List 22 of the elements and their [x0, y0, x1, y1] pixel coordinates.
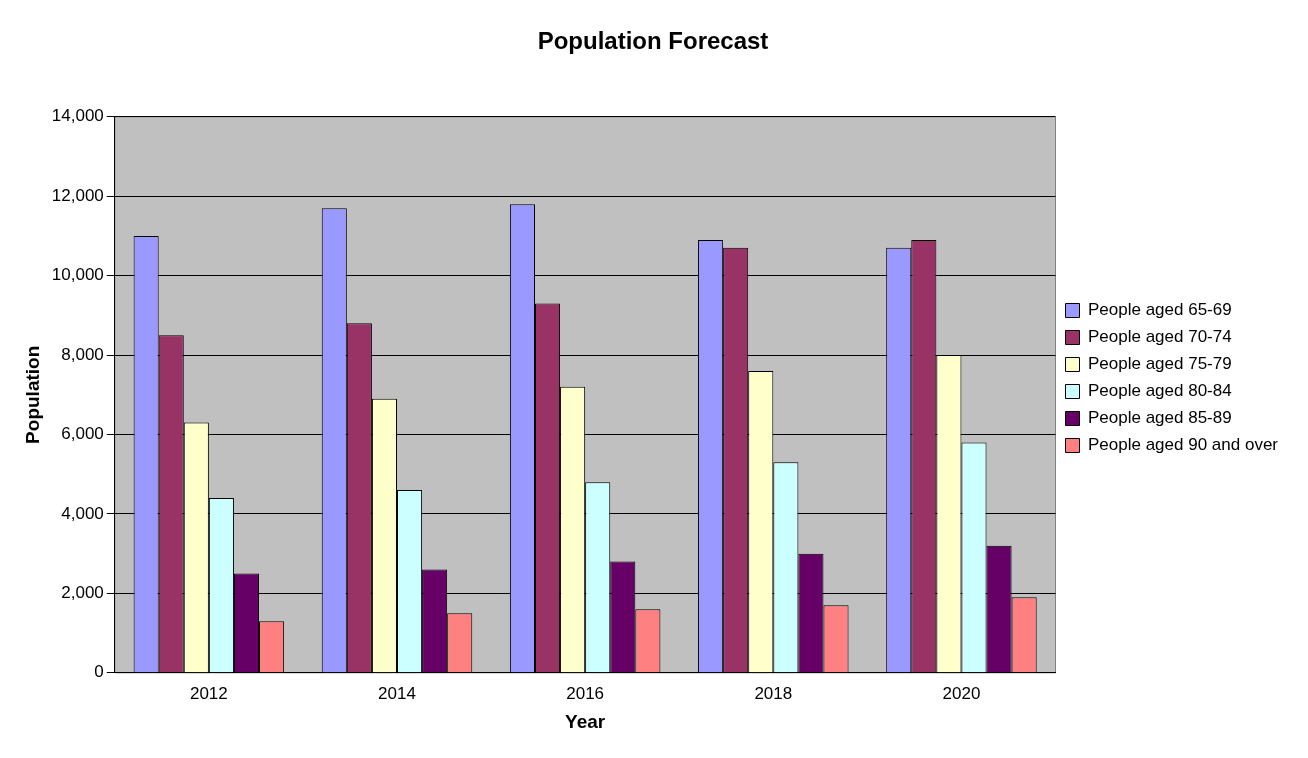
x-tick-label: 2018	[754, 683, 793, 703]
legend-label: People aged 70-74	[1088, 327, 1232, 347]
x-tick-label: 2020	[942, 683, 981, 703]
y-tick-label: 6,000	[61, 424, 104, 444]
x-tick-label: 2012	[189, 683, 228, 703]
legend-label: People aged 90 and over	[1088, 435, 1279, 455]
legend-label: People aged 75-79	[1088, 354, 1232, 374]
y-tick-label: 10,000	[51, 265, 104, 285]
y-axis-title: Population	[21, 345, 43, 444]
chart-title: Population Forecast	[537, 27, 769, 55]
x-axis-title: Year	[565, 710, 606, 732]
x-tick-label: 2014	[378, 683, 416, 703]
y-tick-label: 0	[94, 662, 104, 682]
y-tick-label: 12,000	[51, 185, 104, 205]
y-tick-label: 14,000	[51, 106, 104, 126]
y-tick-label: 2,000	[61, 583, 104, 603]
y-tick-label: 4,000	[61, 503, 104, 523]
legend-label: People aged 85-89	[1088, 408, 1232, 428]
x-tick-label: 2016	[566, 683, 605, 703]
y-tick-label: 8,000	[61, 344, 104, 364]
legend-label: People aged 80-84	[1088, 381, 1232, 401]
legend-label: People aged 65-69	[1088, 300, 1232, 320]
